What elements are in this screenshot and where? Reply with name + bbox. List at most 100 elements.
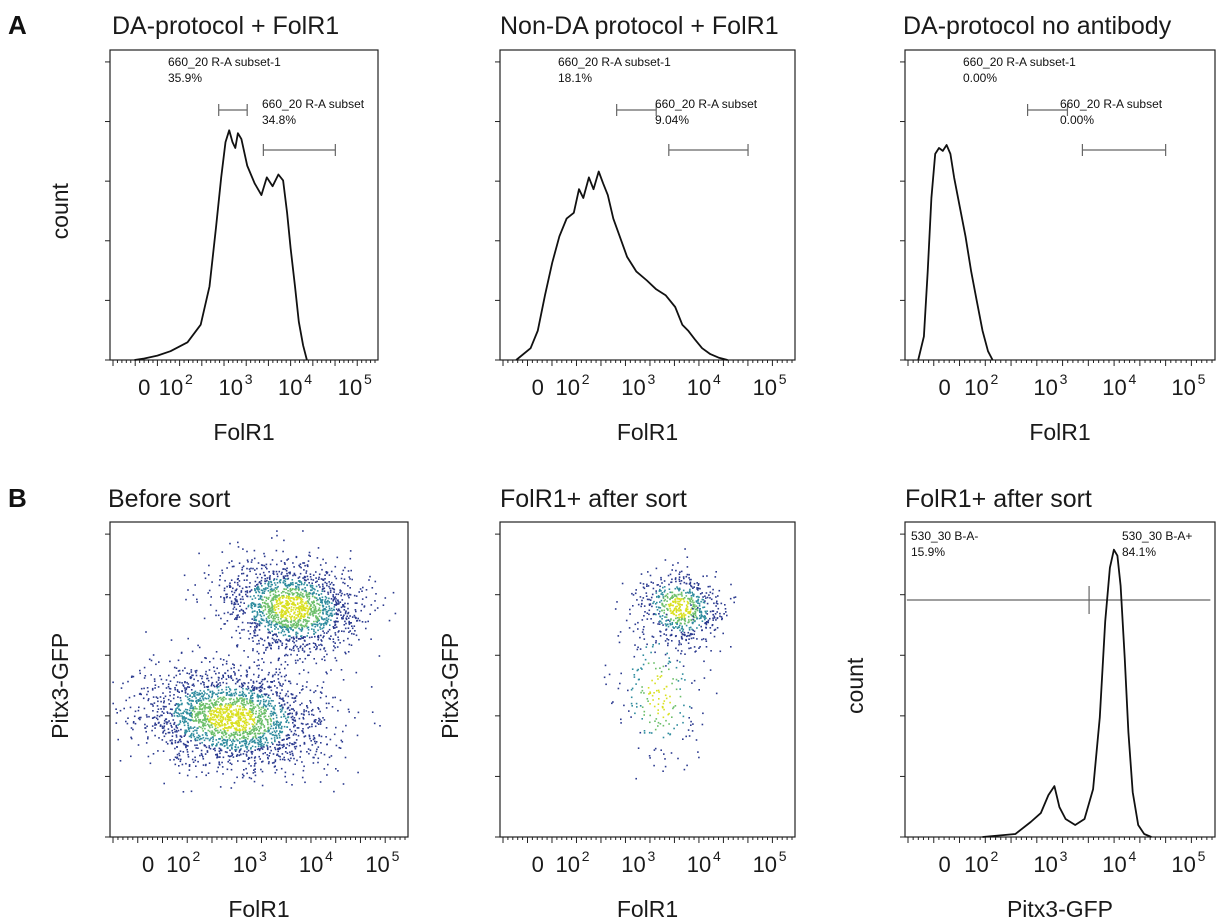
scatter-point [691,633,693,635]
scatter-point [388,619,391,622]
scatter-point [294,659,297,662]
scatter-point [196,736,198,739]
scatter-point [261,618,264,621]
scatter-point [649,599,652,601]
scatter-point [272,722,275,725]
scatter-point [246,733,249,736]
scatter-point [221,761,223,764]
scatter-point [188,764,191,766]
scatter-point [270,699,273,702]
scatter-point [282,628,284,631]
scatter-point [202,730,204,732]
scatter-point [171,708,173,711]
scatter-point [335,593,338,596]
scatter-point [292,647,295,649]
scatter-point [208,700,211,702]
scatter-point [224,717,227,719]
gate: 660_20 R-A subset-118.1% [558,55,671,116]
scatter-point [184,734,186,736]
scatter-point [238,731,241,733]
scatter-point [303,609,306,612]
scatter-point [206,686,208,688]
scatter-point [303,625,306,628]
scatter-point [201,675,204,678]
scatter-point [233,701,235,704]
scatter-point [658,595,661,598]
scatter-point [292,601,295,604]
scatter-point [312,606,314,609]
scatter-point [305,625,308,627]
scatter-point [263,592,265,594]
scatter-point [234,682,237,685]
scatter-point [230,711,232,713]
scatter-point [254,762,257,764]
scatter-point [267,708,269,710]
scatter-point [273,706,275,709]
scatter-point [719,612,721,615]
scatter-point [301,615,304,618]
scatter-point [293,612,295,615]
scatter-point [666,607,668,610]
scatter-point [719,615,721,618]
scatter-point [693,586,695,588]
scatter-point [706,602,709,605]
x-tick-label: 0 [532,852,544,877]
scatter-point [286,645,288,648]
scatter-point [259,606,261,608]
scatter-point [267,631,270,634]
scatter-point [308,654,310,656]
scatter-point [175,674,178,677]
scatter-point [317,578,320,580]
scatter-point [221,731,223,733]
scatter-point [228,694,230,696]
scatter-point [201,677,203,680]
scatter-point [267,616,270,618]
scatter-point [288,595,290,598]
scatter-point [245,722,247,724]
scatter-point [252,707,255,709]
scatter-point [309,576,312,578]
scatter-point [194,705,196,708]
scatter-point [238,685,241,688]
scatter-point [283,619,285,622]
scatter-point [229,705,231,708]
scatter-point [208,694,210,697]
scatter-point [283,700,285,702]
scatter-point [678,610,680,612]
scatter-point [325,606,328,608]
scatter-point [674,595,676,597]
scatter-point [284,633,287,636]
scatter-point [248,762,250,765]
scatter-point [265,738,268,740]
scatter-point [325,736,327,738]
scatter-point [293,611,296,614]
scatter-point [306,564,309,566]
scatter-point [147,698,150,700]
scatter-point [315,597,318,599]
scatter-point [294,763,296,765]
scatter-point [207,688,210,691]
scatter-point [298,597,300,599]
scatter-point [287,707,289,709]
scatter-point [280,611,283,613]
scatter-point [270,725,273,727]
scatter-point [184,695,187,697]
scatter-point [182,742,185,745]
scatter-point [326,613,329,616]
scatter-point [144,727,146,729]
scatter-point [248,666,251,668]
scatter-point [670,634,673,636]
scatter-point [714,628,717,631]
scatter-point [248,742,251,745]
scatter-point [256,611,258,613]
scatter-point [214,702,216,704]
scatter-point [255,622,257,625]
scatter-point [225,741,227,744]
scatter-point [327,609,330,612]
scatter-point [331,609,333,612]
scatter-point [213,732,216,734]
scatter-point [661,615,664,617]
scatter-point [309,737,311,740]
scatter-point [235,721,237,723]
scatter-point [348,576,351,578]
